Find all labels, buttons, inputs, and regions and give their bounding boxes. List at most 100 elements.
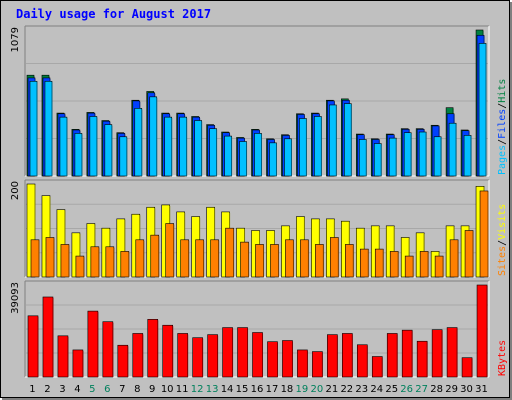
x-tick-label-day-11: 11	[176, 384, 189, 395]
x-tick-label-day-13: 13	[206, 384, 219, 395]
bar-sites-day-13	[210, 239, 219, 278]
bar-pages-day-16	[254, 133, 262, 177]
bar-pages-day-26	[403, 132, 412, 177]
bar-pages-day-21	[329, 104, 337, 177]
bar-kbytes-day-2	[42, 296, 54, 378]
bar-kbytes-day-26	[401, 329, 413, 378]
bar-kbytes-day-10	[162, 324, 174, 378]
x-tick-label-day-23: 23	[355, 384, 368, 395]
bar-sites-day-24	[374, 248, 384, 278]
bar-sites-day-26	[404, 255, 414, 278]
x-tick-label-day-16: 16	[251, 384, 264, 395]
bar-pages-day-29	[448, 122, 457, 177]
bar-sites-day-10	[165, 223, 175, 278]
bar-sites-day-7	[120, 251, 130, 278]
bar-pages-day-31	[478, 43, 487, 177]
bar-kbytes-day-1	[27, 315, 39, 378]
bar-sites-day-21	[330, 237, 339, 278]
bar-sites-day-18	[285, 239, 294, 278]
bar-pages-day-6	[104, 124, 113, 177]
bar-sites-day-4	[75, 255, 85, 278]
bar-kbytes-day-30	[461, 357, 473, 378]
bar-sites-day-27	[419, 251, 429, 278]
bar-kbytes-day-29	[446, 327, 458, 378]
bar-pages-day-13	[209, 128, 217, 177]
x-tick-label-day-12: 12	[191, 384, 204, 395]
bar-sites-day-15	[240, 241, 249, 278]
x-tick-label-day-22: 22	[340, 384, 353, 395]
bar-kbytes-day-16	[252, 332, 263, 378]
legend-files: Files	[497, 109, 508, 139]
x-tick-label-day-24: 24	[370, 384, 383, 395]
bar-kbytes-day-9	[147, 319, 159, 378]
bar-kbytes-day-13	[207, 334, 218, 378]
legend: Sites/Visits	[497, 204, 508, 276]
legend-hits: Hits	[497, 79, 508, 103]
bar-kbytes-day-28	[431, 329, 443, 378]
frame-shadow-bottom	[2, 398, 512, 400]
bar-sites-day-28	[434, 255, 444, 278]
bar-pages-day-12	[194, 120, 202, 177]
bar-kbytes-day-31	[476, 284, 488, 378]
bar-sites-day-14	[225, 227, 234, 278]
bar-sites-day-25	[389, 251, 399, 278]
legend-separator: /	[497, 139, 508, 145]
bar-pages-day-18	[284, 138, 292, 177]
x-tick-label-day-3: 3	[59, 384, 65, 395]
x-tick-label-day-17: 17	[266, 384, 279, 395]
bar-pages-day-4	[74, 133, 83, 177]
legend-sites: Sites	[497, 246, 508, 276]
bar-kbytes-day-7	[117, 344, 129, 378]
bar-kbytes-day-8	[132, 333, 144, 378]
bar-kbytes-day-12	[192, 337, 203, 378]
bar-sites-day-23	[359, 248, 369, 278]
x-tick-label-day-21: 21	[325, 384, 338, 395]
bar-kbytes-day-18	[282, 340, 293, 378]
bar-pages-day-11	[179, 116, 187, 177]
legend: KBytes	[497, 340, 508, 376]
legend-separator: /	[497, 240, 508, 246]
bar-kbytes-day-3	[57, 335, 69, 378]
bar-sites-day-11	[180, 239, 189, 278]
bar-sites-day-29	[449, 239, 459, 278]
bar-pages-day-19	[299, 118, 307, 177]
x-tick-label-day-1: 1	[29, 384, 35, 395]
bar-pages-day-15	[239, 141, 247, 177]
bar-pages-day-17	[269, 142, 277, 177]
bar-pages-day-30	[463, 135, 472, 177]
legend-separator: /	[497, 103, 508, 109]
bar-sites-day-22	[345, 244, 354, 278]
x-tick-label-day-2: 2	[44, 384, 50, 395]
bar-sites-day-19	[300, 239, 309, 278]
x-tick-label-day-30: 30	[460, 384, 473, 395]
bar-pages-day-14	[224, 135, 232, 177]
bar-sites-day-3	[60, 244, 70, 278]
legend-pages: Pages	[497, 145, 508, 175]
bar-pages-day-27	[418, 131, 427, 177]
x-tick-label-day-29: 29	[445, 384, 458, 395]
bar-kbytes-day-19	[297, 349, 308, 378]
x-tick-label-day-20: 20	[311, 384, 324, 395]
bar-sites-day-31	[479, 190, 489, 278]
bar-sites-day-17	[270, 244, 279, 278]
x-tick-label-day-15: 15	[236, 384, 249, 395]
bar-sites-day-12	[195, 239, 204, 278]
bar-pages-day-24	[373, 143, 382, 177]
bar-sites-day-30	[464, 230, 474, 278]
x-tick-label-day-8: 8	[134, 384, 140, 395]
bar-kbytes-day-25	[386, 333, 398, 378]
x-tick-label-day-27: 27	[415, 384, 428, 395]
bar-sites-day-2	[45, 237, 55, 278]
x-tick-label-day-5: 5	[89, 384, 95, 395]
x-tick-label-day-28: 28	[430, 384, 443, 395]
bar-pages-day-25	[388, 137, 397, 177]
bar-kbytes-day-6	[102, 321, 114, 378]
bar-pages-day-7	[119, 136, 128, 177]
x-tick-label-day-14: 14	[221, 384, 234, 395]
x-tick-label-day-31: 31	[475, 384, 488, 395]
bar-pages-day-28	[433, 136, 442, 177]
bar-kbytes-day-17	[267, 341, 278, 378]
bar-kbytes-day-24	[371, 356, 383, 378]
bar-sites-day-6	[105, 246, 115, 278]
